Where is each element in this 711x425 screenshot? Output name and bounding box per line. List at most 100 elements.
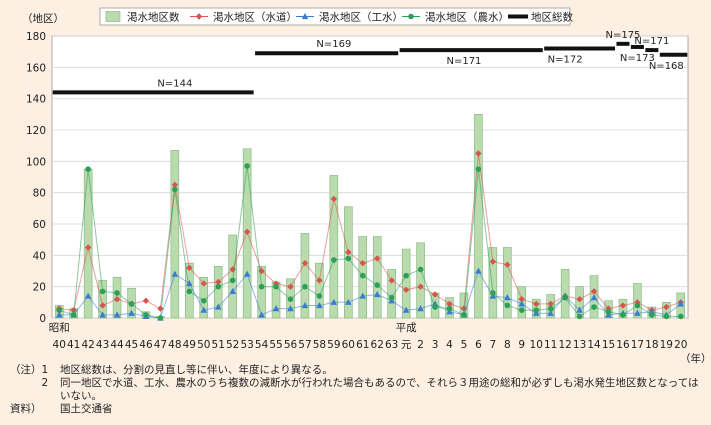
line-point [316, 277, 323, 284]
x-tick-label: 17 [631, 339, 644, 351]
line-point [172, 186, 178, 193]
line-point [99, 311, 106, 318]
annotation-label: N=144 [157, 78, 192, 89]
y-tick-label: 140 [26, 94, 46, 106]
line-point [504, 294, 511, 301]
x-tick-label: 7 [490, 339, 497, 351]
line-point [620, 312, 626, 318]
line-point [605, 308, 612, 315]
legend-swatch [105, 11, 121, 22]
line-point [244, 163, 250, 169]
plot-area [51, 35, 689, 319]
line-point [663, 313, 670, 320]
x-tick-label: 6 [475, 339, 482, 351]
bar [488, 247, 498, 319]
annotation-label: N=171 [446, 56, 481, 67]
annotation-label: N=169 [316, 39, 351, 50]
line-point [374, 282, 381, 288]
source-head: 資料） [10, 403, 42, 415]
x-tick-label: 63 [385, 339, 398, 351]
line-point [215, 278, 222, 286]
line-point [490, 290, 496, 296]
line-point [114, 290, 120, 296]
line-point [590, 294, 598, 301]
line-point [518, 296, 525, 303]
line-point [345, 249, 352, 256]
x-tick-label: 13 [573, 339, 586, 351]
line-point [576, 296, 583, 303]
x-tick-label: 19 [660, 339, 673, 351]
x-tick-label: 49 [183, 339, 196, 351]
line-point [301, 13, 309, 20]
line-point [547, 309, 554, 316]
legend-label: 渇水地区（農水） [425, 11, 509, 24]
line-point [128, 301, 135, 307]
x-tick-label: 55 [269, 339, 282, 351]
line-point [518, 307, 525, 313]
y-axis-label: （地区） [22, 12, 64, 25]
y-tick-label: 40 [33, 250, 46, 262]
line-point [195, 13, 203, 20]
line-point [330, 195, 338, 203]
line-point [316, 301, 323, 309]
line-point [215, 283, 222, 290]
legend-label: 渇水地区（工水） [319, 11, 403, 24]
line-point [70, 312, 77, 318]
x-tick-label: 44 [110, 339, 124, 351]
line-point [547, 305, 554, 312]
x-axis-label: （年） [680, 352, 711, 365]
x-tick-label: 41 [67, 339, 80, 351]
x-tick-label: 8 [504, 339, 511, 351]
y-tick-label: 60 [33, 219, 46, 231]
annotation-label: N=171 [634, 36, 669, 47]
annotation-label: N=173 [620, 53, 655, 64]
era-label: 昭和 [49, 322, 70, 334]
line-point [373, 291, 381, 298]
bar [329, 175, 339, 319]
line-point [547, 300, 554, 308]
line-point [446, 305, 453, 312]
line-point [186, 288, 193, 295]
line-point [157, 315, 164, 321]
line-point [431, 291, 439, 298]
bar [401, 248, 411, 319]
line-point [649, 312, 655, 318]
line-point [302, 283, 308, 290]
x-tick-label: 62 [371, 339, 384, 351]
line-point [287, 305, 294, 312]
line-point [128, 309, 135, 316]
y-tick-label: 80 [33, 188, 46, 200]
line-point [590, 288, 598, 295]
line-point [402, 286, 410, 293]
bar [170, 150, 180, 319]
legend-label: 地区総数 [531, 11, 573, 24]
x-tick-label: 46 [139, 339, 153, 351]
line-point [489, 258, 497, 265]
x-tick-label: 15 [602, 339, 615, 351]
line-point [273, 283, 279, 290]
line-point [403, 272, 409, 279]
y-tick-label: 0 [39, 313, 46, 325]
line-point [243, 270, 251, 277]
line-point [316, 293, 323, 299]
x-tick-label: 14 [587, 339, 601, 351]
x-tick-label: 43 [96, 339, 109, 351]
line-point [200, 280, 207, 287]
line-point [113, 311, 121, 318]
line-point [359, 292, 367, 299]
line-point [171, 181, 179, 189]
y-tick-label: 120 [26, 125, 46, 137]
line-point [171, 270, 179, 277]
x-tick-label: 57 [298, 339, 311, 351]
line-point [229, 277, 236, 284]
line-point [417, 305, 424, 312]
chart-notes: （注）1 地区総数は、分割の見直し等に伴い、年度により異なる。 2 同一地区で水… [10, 364, 705, 416]
source-text: 国土交通省 [60, 403, 113, 415]
line-point [562, 294, 568, 301]
line-point [243, 228, 251, 236]
line-point [345, 298, 352, 305]
line-point [475, 166, 482, 172]
x-tick-label: 54 [255, 339, 269, 351]
line-point [634, 302, 641, 309]
x-tick-label: 元 [401, 339, 412, 351]
